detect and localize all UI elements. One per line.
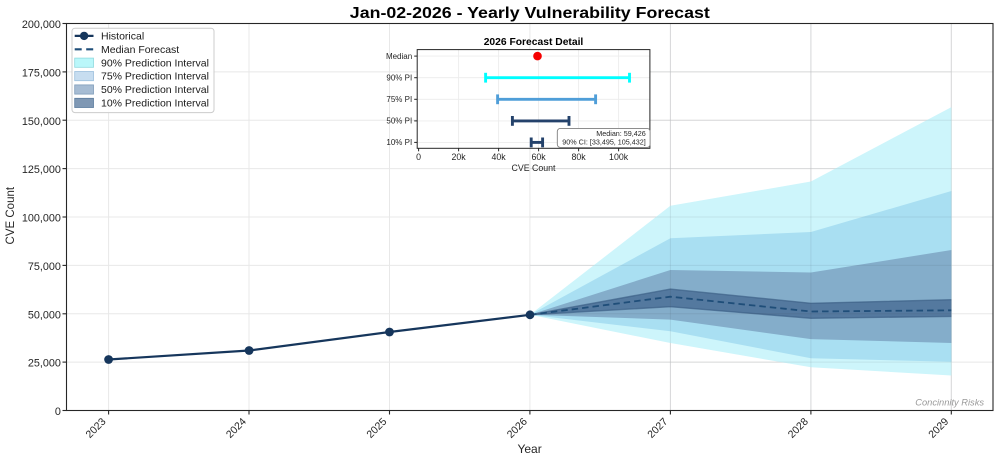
svg-text:90% CI: [33,495, 105,432]: 90% CI: [33,495, 105,432] [562, 137, 646, 146]
svg-text:50,000: 50,000 [28, 309, 61, 321]
svg-text:Median: Median [386, 52, 412, 61]
svg-text:150,000: 150,000 [22, 116, 61, 128]
svg-text:100,000: 100,000 [22, 213, 61, 225]
svg-text:175,000: 175,000 [22, 68, 61, 80]
svg-text:80k: 80k [572, 152, 587, 162]
svg-text:40k: 40k [492, 152, 507, 162]
svg-text:200,000: 200,000 [22, 19, 61, 31]
svg-text:Historical: Historical [101, 31, 144, 43]
svg-text:CVE Count: CVE Count [5, 186, 17, 244]
svg-text:100k: 100k [609, 152, 629, 162]
svg-text:10% PI: 10% PI [386, 138, 412, 147]
svg-text:Concinnity Risks: Concinnity Risks [915, 398, 984, 408]
svg-text:CVE Count: CVE Count [511, 163, 556, 173]
svg-text:10% Prediction Interval: 10% Prediction Interval [101, 98, 209, 110]
svg-text:Year: Year [517, 442, 541, 456]
svg-text:75% PI: 75% PI [386, 95, 412, 104]
svg-text:90% PI: 90% PI [386, 74, 412, 83]
svg-text:20k: 20k [452, 152, 467, 162]
svg-text:0: 0 [416, 152, 421, 162]
svg-text:50% Prediction Interval: 50% Prediction Interval [101, 84, 209, 96]
svg-text:60k: 60k [532, 152, 547, 162]
svg-text:Jan-02-2026 - Yearly Vulnerabi: Jan-02-2026 - Yearly Vulnerability Forec… [350, 5, 711, 22]
svg-text:50% PI: 50% PI [386, 117, 412, 126]
svg-text:Median Forecast: Median Forecast [101, 44, 179, 56]
svg-text:Median: 59,426: Median: 59,426 [596, 129, 646, 138]
svg-text:25,000: 25,000 [28, 358, 61, 370]
svg-text:90% Prediction Interval: 90% Prediction Interval [101, 57, 209, 69]
svg-text:75% Prediction Interval: 75% Prediction Interval [101, 71, 209, 83]
svg-text:0: 0 [55, 406, 61, 418]
svg-text:75,000: 75,000 [28, 261, 61, 273]
svg-text:2026 Forecast Detail: 2026 Forecast Detail [484, 37, 584, 48]
svg-text:125,000: 125,000 [22, 164, 61, 176]
